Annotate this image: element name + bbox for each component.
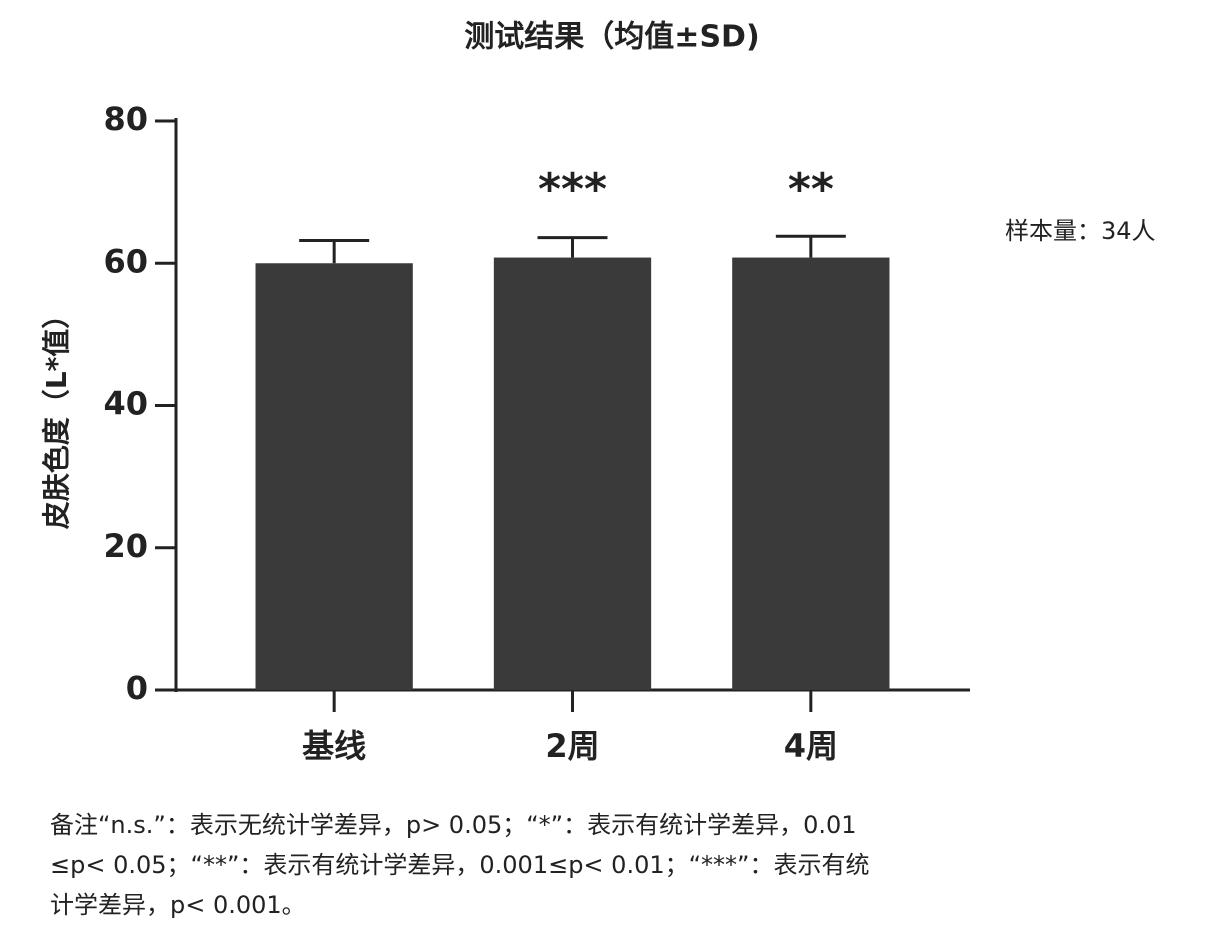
y-tick-label: 20 [103, 527, 148, 565]
bar [493, 257, 652, 690]
y-axis-label: 皮肤色度（L*值） [40, 301, 73, 530]
significance-label: ** [788, 164, 834, 215]
y-tick-label: 80 [103, 100, 148, 138]
bar [732, 257, 890, 690]
x-tick-label: 2周 [545, 727, 599, 765]
footnote: 计学差异，p< 0.001。 [50, 891, 306, 919]
y-tick-label: 40 [103, 385, 148, 423]
sample-size: 样本量：34人 [1005, 217, 1156, 245]
x-tick-label: 基线 [302, 727, 366, 765]
bar [255, 263, 413, 690]
significance-label: *** [538, 164, 607, 215]
footnote: ≤p< 0.05；“**”：表示有统计学差异，0.001≤p< 0.01；“**… [50, 851, 869, 879]
y-tick-label: 0 [126, 669, 148, 707]
footnote: 备注“n.s.”：表示无统计学差异，p> 0.05；“*”：表示有统计学差异，0… [50, 811, 857, 839]
chart-title: 测试结果（均值±SD) [464, 20, 759, 55]
x-tick-label: 4周 [784, 727, 838, 765]
y-tick-label: 60 [103, 242, 148, 280]
